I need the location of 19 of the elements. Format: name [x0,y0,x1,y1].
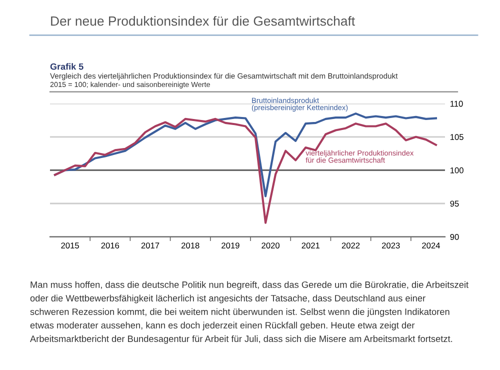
chart-subtitle: Grafik 5 [50,63,84,70]
y-tick-label: 100 [450,167,464,174]
line-series [54,118,438,224]
x-tick-label: 2020 [262,242,280,248]
y-tick-label: 95 [450,200,459,207]
x-tick-label: 2015 [61,242,79,248]
x-tick-label: 2023 [382,242,400,248]
x-tick-label: 2019 [222,242,240,248]
text: Man muss hoffen, dass die deutsche Politik nun begreift, dass das Gerede um die Bürokratie, die Arbeitszeit oder die Wettbewerbsfähigkeit lächerlich ist angesichts der Tatsache, dass Deutschland aus einer schweren Rezession kommt, die bei weitem nicht überwunden ist. Selbst wenn die jüngsten Indikatoren etwas moderater aussehen, kann es doch jederzeit einen Rückfall geben. Heute etwa zeigt der Arbeitsmarktbericht der Bundesagentur für Arbeit für Juli, dass sich die Misere am Arbeitsmarkt fortsetzt. [30,281,468,344]
x-tick-label: 2016 [101,242,120,248]
x-tick-label: 2017 [141,242,160,248]
chart-title: Der neue Produktionsindex für die Gesamtwirtschaft [51,16,355,26]
x-tick-label: 2018 [182,242,200,248]
x-tick-label: 2022 [342,242,360,248]
x-tick-label: 2021 [302,242,320,248]
y-tick-label: 90 [450,234,459,240]
y-tick-label: 105 [450,134,464,140]
x-tick-label: 2024 [422,242,440,248]
y-tick-label: 110 [450,100,463,107]
